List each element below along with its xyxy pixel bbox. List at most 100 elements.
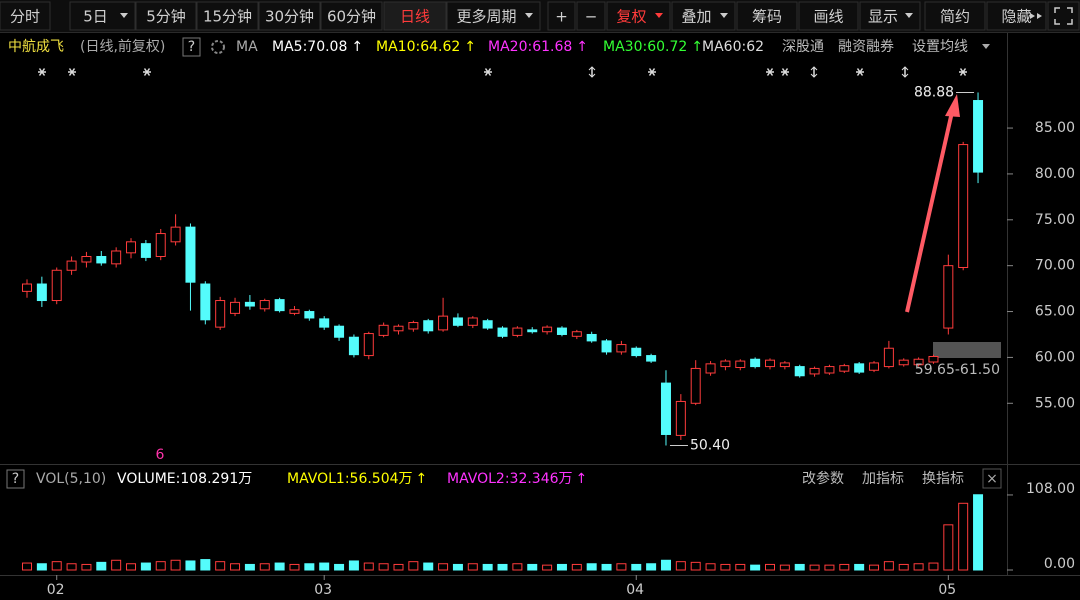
button-bg	[576, 1, 606, 31]
volume-bar	[438, 563, 449, 571]
close-box[interactable]	[982, 468, 1002, 489]
settings-icon[interactable]	[211, 40, 225, 54]
help[interactable]: ?	[12, 471, 19, 487]
button-label: 60分钟	[327, 8, 376, 26]
volume-bar	[304, 563, 315, 571]
volume-bar	[200, 559, 211, 571]
toolbar-button[interactable]: 简约	[924, 1, 986, 31]
volume-bar	[348, 560, 359, 571]
candle-body	[720, 360, 731, 368]
expand-icon	[1030, 13, 1042, 19]
volume-bar	[140, 562, 151, 571]
candle-body	[185, 226, 196, 283]
candle-body	[438, 315, 449, 331]
candle-body	[36, 283, 47, 302]
volume-bar	[527, 563, 538, 571]
volume-bar	[913, 563, 924, 571]
toolbar-button[interactable]: 复权	[606, 1, 671, 31]
event-markers	[37, 66, 968, 78]
candle-body	[854, 363, 865, 373]
toolbar-button[interactable]: 30分钟	[258, 1, 321, 31]
volume-bar	[675, 561, 686, 571]
candle-body	[66, 260, 77, 271]
fullscreen-icon[interactable]	[1047, 1, 1080, 31]
button-label: 分时	[10, 8, 40, 26]
volume-bar	[869, 564, 880, 571]
volume-bar	[601, 563, 612, 571]
candle-body	[898, 359, 909, 366]
toolbar-button[interactable]: 15分钟	[196, 1, 259, 31]
button-label: 画线	[813, 8, 843, 26]
indicator-button[interactable]: 换指标	[922, 470, 964, 487]
toolbar-button[interactable]: 60分钟	[320, 1, 383, 31]
toolbar-button[interactable]: 分时	[0, 1, 51, 31]
volume-bar	[765, 563, 775, 571]
volume-bar	[809, 564, 820, 571]
volume-bar	[319, 562, 330, 571]
volume-bar	[66, 563, 77, 571]
candle-body	[883, 347, 894, 368]
toolbar-button[interactable]: 5分钟	[135, 1, 197, 31]
dropdown-caret	[982, 44, 990, 49]
volume-bar	[96, 561, 107, 571]
toolbar-button[interactable]: 5日	[69, 1, 136, 31]
y-tick-label: 0.00	[1044, 556, 1075, 572]
header-link[interactable]: 深股通	[782, 39, 824, 55]
toolbar-button[interactable]: −	[576, 1, 606, 31]
volume-indicator: VOL(5,10)	[36, 471, 106, 487]
volume-bar	[289, 563, 300, 571]
volume-bar	[259, 563, 270, 571]
volume-bar	[794, 563, 805, 571]
button-label: 5分钟	[146, 8, 186, 26]
volume-bar	[839, 563, 850, 571]
candle-body	[839, 365, 850, 372]
candle-body	[660, 382, 671, 435]
button-bg	[736, 1, 798, 31]
candle-body	[794, 366, 805, 377]
volume-bar	[408, 561, 419, 571]
volume-bar	[660, 559, 671, 571]
candle-body	[571, 331, 582, 337]
candle-body	[646, 355, 657, 362]
indicator-button[interactable]: 加指标	[862, 471, 904, 487]
help[interactable]: ?	[188, 39, 195, 55]
dropdown-caret	[120, 13, 128, 18]
indicator-button[interactable]: 改参数	[802, 470, 844, 487]
volume-bar	[586, 563, 597, 571]
volume-bar	[705, 563, 716, 571]
button-bg	[320, 1, 383, 31]
header-link[interactable]: 设置均线	[912, 39, 968, 55]
toolbar-button[interactable]: 显示	[859, 1, 921, 31]
toolbar-button[interactable]: 更多周期	[446, 1, 541, 31]
button-bg	[258, 1, 321, 31]
ma-value: MA60:62	[702, 39, 764, 55]
volume-bar	[646, 563, 657, 571]
x-tick-label: 05	[938, 582, 956, 598]
y-tick-label: 65.00	[1035, 304, 1075, 320]
candle-body	[111, 250, 122, 265]
volume-bar	[779, 564, 790, 571]
volume-bar	[973, 494, 984, 571]
volume-bar	[393, 563, 404, 571]
candle-body	[928, 355, 939, 363]
candle-body	[423, 320, 434, 332]
help-box[interactable]	[6, 469, 25, 489]
toolbar-button[interactable]: 隐藏	[986, 1, 1047, 31]
volume-bar	[22, 562, 32, 571]
button-label: 日线	[400, 8, 430, 26]
toolbar-button[interactable]: 日线	[383, 1, 447, 31]
toolbar-button[interactable]: 筹码	[736, 1, 798, 31]
volume-bar	[958, 502, 969, 571]
help-box[interactable]	[182, 37, 201, 57]
header-link[interactable]: 融资融券	[838, 39, 894, 55]
button-bg	[798, 1, 859, 31]
candle-body	[304, 311, 315, 319]
toolbar-button[interactable]: 画线	[798, 1, 859, 31]
toolbar-button[interactable]: 叠加	[671, 1, 736, 31]
candle-body	[497, 327, 508, 337]
candle-body	[735, 360, 746, 369]
candle-body	[467, 317, 478, 326]
close-button[interactable]: ×	[986, 471, 998, 487]
toolbar-button[interactable]: +	[547, 1, 576, 31]
